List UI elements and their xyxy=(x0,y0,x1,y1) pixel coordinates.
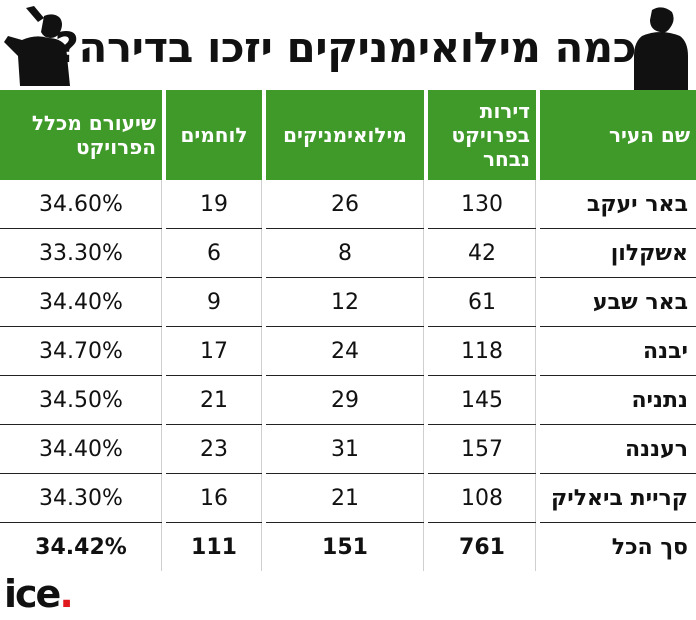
city-cell: באר שבע xyxy=(536,277,696,327)
table-header-row: שם העיר דירות בפרויקט נבחר מילואימניקים … xyxy=(0,90,696,180)
header-fighters: לוחמים xyxy=(162,90,264,180)
city-cell: רעננה xyxy=(536,424,696,474)
reservists-cell: 29 xyxy=(262,375,426,425)
city-cell: אשקלון xyxy=(536,228,696,278)
share-cell: 34.40% xyxy=(0,277,164,327)
city-cell: באר יעקב xyxy=(536,180,696,229)
apartments-cell: 157 xyxy=(424,424,538,474)
fighters-cell: 6 xyxy=(162,228,264,278)
apartments-cell: 130 xyxy=(424,180,538,229)
reservists-cell: 12 xyxy=(262,277,426,327)
fighters-cell: 19 xyxy=(162,180,264,229)
share-cell: 34.50% xyxy=(0,375,164,425)
table-row: רעננה 157 31 23 34.40% xyxy=(0,424,696,474)
apartments-cell: 145 xyxy=(424,375,538,425)
share-cell: 34.60% xyxy=(0,180,164,229)
fighters-cell: 21 xyxy=(162,375,264,425)
ice-logo: ice. xyxy=(4,572,74,616)
city-cell: יבנה xyxy=(536,326,696,376)
logo-dot: . xyxy=(59,572,74,616)
reservists-cell: 21 xyxy=(262,473,426,523)
table-row: אשקלון 42 8 6 33.30% xyxy=(0,228,696,278)
fighters-cell: 16 xyxy=(162,473,264,523)
city-cell: קריית ביאליק xyxy=(536,473,696,523)
apartments-cell: 61 xyxy=(424,277,538,327)
total-row: סך הכל 761 151 111 34.42% xyxy=(0,522,696,571)
fighters-cell: 17 xyxy=(162,326,264,376)
total-fighters: 111 xyxy=(162,522,264,571)
saluting-soldier-icon xyxy=(4,6,70,86)
header-city: שם העיר xyxy=(536,90,696,180)
table-row: יבנה 118 24 17 34.70% xyxy=(0,326,696,376)
fighters-cell: 9 xyxy=(162,277,264,327)
reservists-cell: 8 xyxy=(262,228,426,278)
share-cell: 34.30% xyxy=(0,473,164,523)
soldier-icon xyxy=(634,7,688,90)
page-title: כמה מילואימניקים יזכו בדירה? xyxy=(54,23,637,72)
apartments-cell: 118 xyxy=(424,326,538,376)
table-row: באר שבע 61 12 9 34.40% xyxy=(0,277,696,327)
total-label: סך הכל xyxy=(536,522,696,571)
reservists-cell: 24 xyxy=(262,326,426,376)
logo-text: ice xyxy=(4,572,61,616)
table-row: באר יעקב 130 26 19 34.60% xyxy=(0,180,696,229)
share-cell: 34.40% xyxy=(0,424,164,474)
reservists-table: שם העיר דירות בפרויקט נבחר מילואימניקים … xyxy=(0,90,696,571)
header-share: שיעורם מכלל הפרויקט xyxy=(0,90,164,180)
table-row: קריית ביאליק 108 21 16 34.30% xyxy=(0,473,696,523)
apartments-cell: 42 xyxy=(424,228,538,278)
header: כמה מילואימניקים יזכו בדירה? xyxy=(0,0,696,90)
total-share: 34.42% xyxy=(0,522,164,571)
total-reservists: 151 xyxy=(262,522,426,571)
total-apartments: 761 xyxy=(424,522,538,571)
table-row: נתניה 145 29 21 34.50% xyxy=(0,375,696,425)
share-cell: 34.70% xyxy=(0,326,164,376)
fighters-cell: 23 xyxy=(162,424,264,474)
apartments-cell: 108 xyxy=(424,473,538,523)
header-reservists: מילואימניקים xyxy=(262,90,426,180)
reservists-cell: 31 xyxy=(262,424,426,474)
city-cell: נתניה xyxy=(536,375,696,425)
reservists-cell: 26 xyxy=(262,180,426,229)
header-apartments: דירות בפרויקט נבחר xyxy=(424,90,538,180)
share-cell: 33.30% xyxy=(0,228,164,278)
